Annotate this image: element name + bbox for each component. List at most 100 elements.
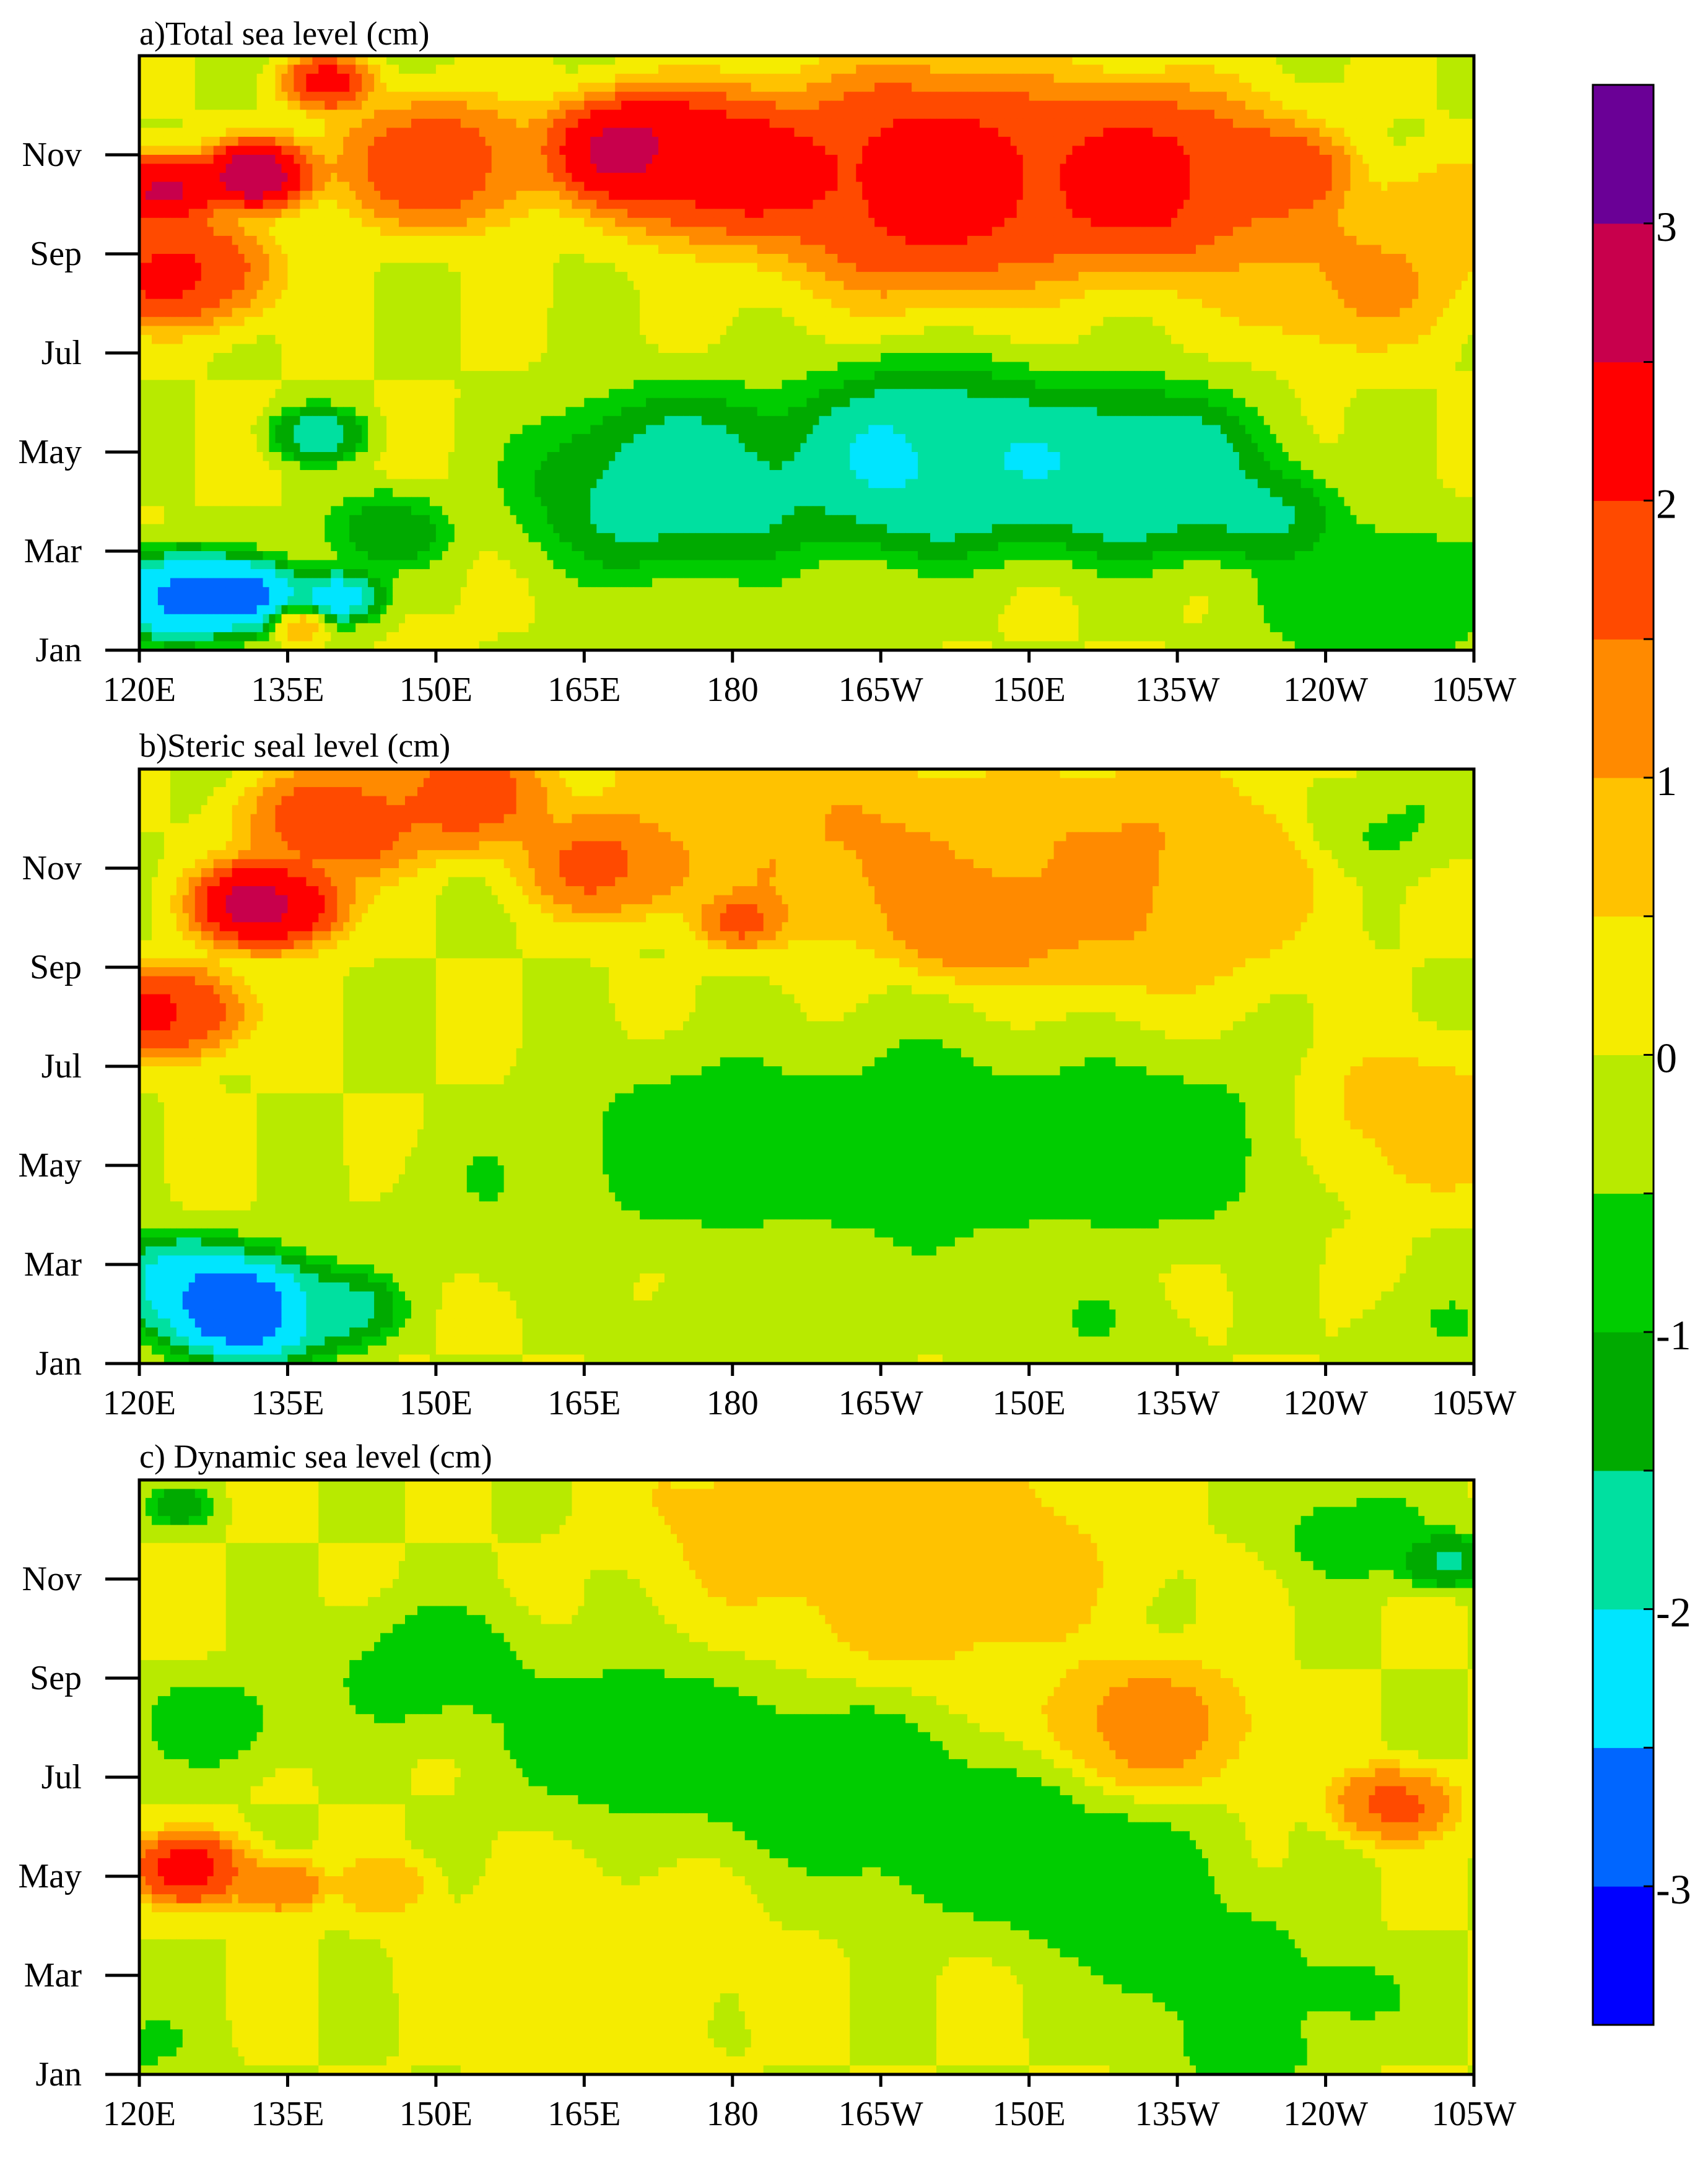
field-cell <box>448 74 455 83</box>
field-cell <box>1252 83 1258 92</box>
field-cell <box>757 92 764 101</box>
field-cell <box>1338 83 1345 92</box>
field-cell <box>1393 65 1400 74</box>
field-cell <box>714 83 721 92</box>
field-cell <box>807 74 814 83</box>
field-cell <box>238 83 245 92</box>
field-cell <box>1042 74 1048 83</box>
field-cell <box>553 92 560 101</box>
field-cell <box>912 65 918 74</box>
field-cell <box>1245 83 1252 92</box>
field-cell <box>226 92 233 101</box>
field-cell <box>1406 83 1413 92</box>
field-cell <box>831 92 838 101</box>
field-cell <box>1146 92 1153 101</box>
field-cell <box>455 83 461 92</box>
field-cell <box>263 65 270 74</box>
field-cell <box>306 83 313 92</box>
field-cell <box>559 65 566 74</box>
field-cell <box>936 83 943 92</box>
field-cell <box>936 74 943 83</box>
field-cell <box>590 92 597 101</box>
field-cell <box>726 83 733 92</box>
field-cell <box>1042 83 1048 92</box>
field-cell <box>1301 65 1308 74</box>
field-cell <box>930 74 937 83</box>
field-cell <box>263 83 270 92</box>
field-cell <box>1406 74 1413 83</box>
field-cell <box>269 65 276 74</box>
field-cell <box>1418 83 1425 92</box>
field-cell <box>1462 83 1468 92</box>
field-cell <box>621 92 628 101</box>
field-cell <box>1109 92 1116 101</box>
field-cell <box>640 83 647 92</box>
field-cell <box>183 65 190 74</box>
field-cell <box>1183 65 1190 74</box>
field-cell <box>146 92 152 101</box>
field-cell <box>1140 92 1147 101</box>
field-cell <box>936 92 943 101</box>
field-cell <box>430 74 437 83</box>
field-cell <box>399 65 406 74</box>
field-cell <box>164 92 171 101</box>
field-cell <box>652 65 659 74</box>
field-cell <box>374 74 381 83</box>
field-cell <box>764 83 770 92</box>
field-cell <box>201 92 208 101</box>
field-cell <box>1128 65 1135 74</box>
field-cell <box>1295 74 1302 83</box>
field-cell <box>1115 74 1122 83</box>
field-cell <box>1239 83 1246 92</box>
field-cell <box>331 65 338 74</box>
field-cell <box>881 74 887 83</box>
field-cell <box>541 65 548 74</box>
field-cell <box>1307 83 1314 92</box>
field-cell <box>535 74 542 83</box>
field-cell <box>596 74 603 83</box>
field-cell <box>325 92 331 101</box>
field-cell <box>442 65 449 74</box>
field-cell <box>467 74 474 83</box>
field-cell <box>634 74 640 83</box>
field-cell <box>424 83 430 92</box>
field-cell <box>702 74 708 83</box>
field-cell <box>1029 74 1036 83</box>
field-cell <box>986 74 993 83</box>
field-cell <box>572 92 578 101</box>
field-cell <box>584 92 591 101</box>
field-cell <box>1196 74 1203 83</box>
field-cell <box>1351 65 1357 74</box>
field-cell <box>967 74 974 83</box>
field-cell <box>1233 74 1240 83</box>
field-cell <box>337 65 344 74</box>
field-cell <box>782 65 789 74</box>
field-cell <box>1023 65 1030 74</box>
field-cell <box>436 65 443 74</box>
field-cell <box>572 74 578 83</box>
field-cell <box>1079 92 1086 101</box>
field-cell <box>1183 83 1190 92</box>
field-cell <box>640 92 647 101</box>
field-cell <box>1134 74 1141 83</box>
field-cell <box>1387 65 1394 74</box>
field-cell <box>708 74 715 83</box>
field-cell <box>461 83 468 92</box>
field-cell <box>510 65 517 74</box>
field-cell <box>559 83 566 92</box>
field-cell <box>658 92 665 101</box>
field-cell <box>183 83 190 92</box>
field-cell <box>170 74 177 83</box>
field-cell <box>850 74 856 83</box>
field-cell <box>1202 92 1209 101</box>
field-cell <box>788 83 795 92</box>
field-cell <box>300 65 307 74</box>
field-cell <box>1152 74 1159 83</box>
field-cell <box>176 74 183 83</box>
field-cell <box>881 65 887 74</box>
field-cell <box>671 92 678 101</box>
field-cell <box>658 83 665 92</box>
field-cell <box>1351 74 1357 83</box>
field-cell <box>146 74 152 83</box>
field-cell <box>1393 74 1400 83</box>
